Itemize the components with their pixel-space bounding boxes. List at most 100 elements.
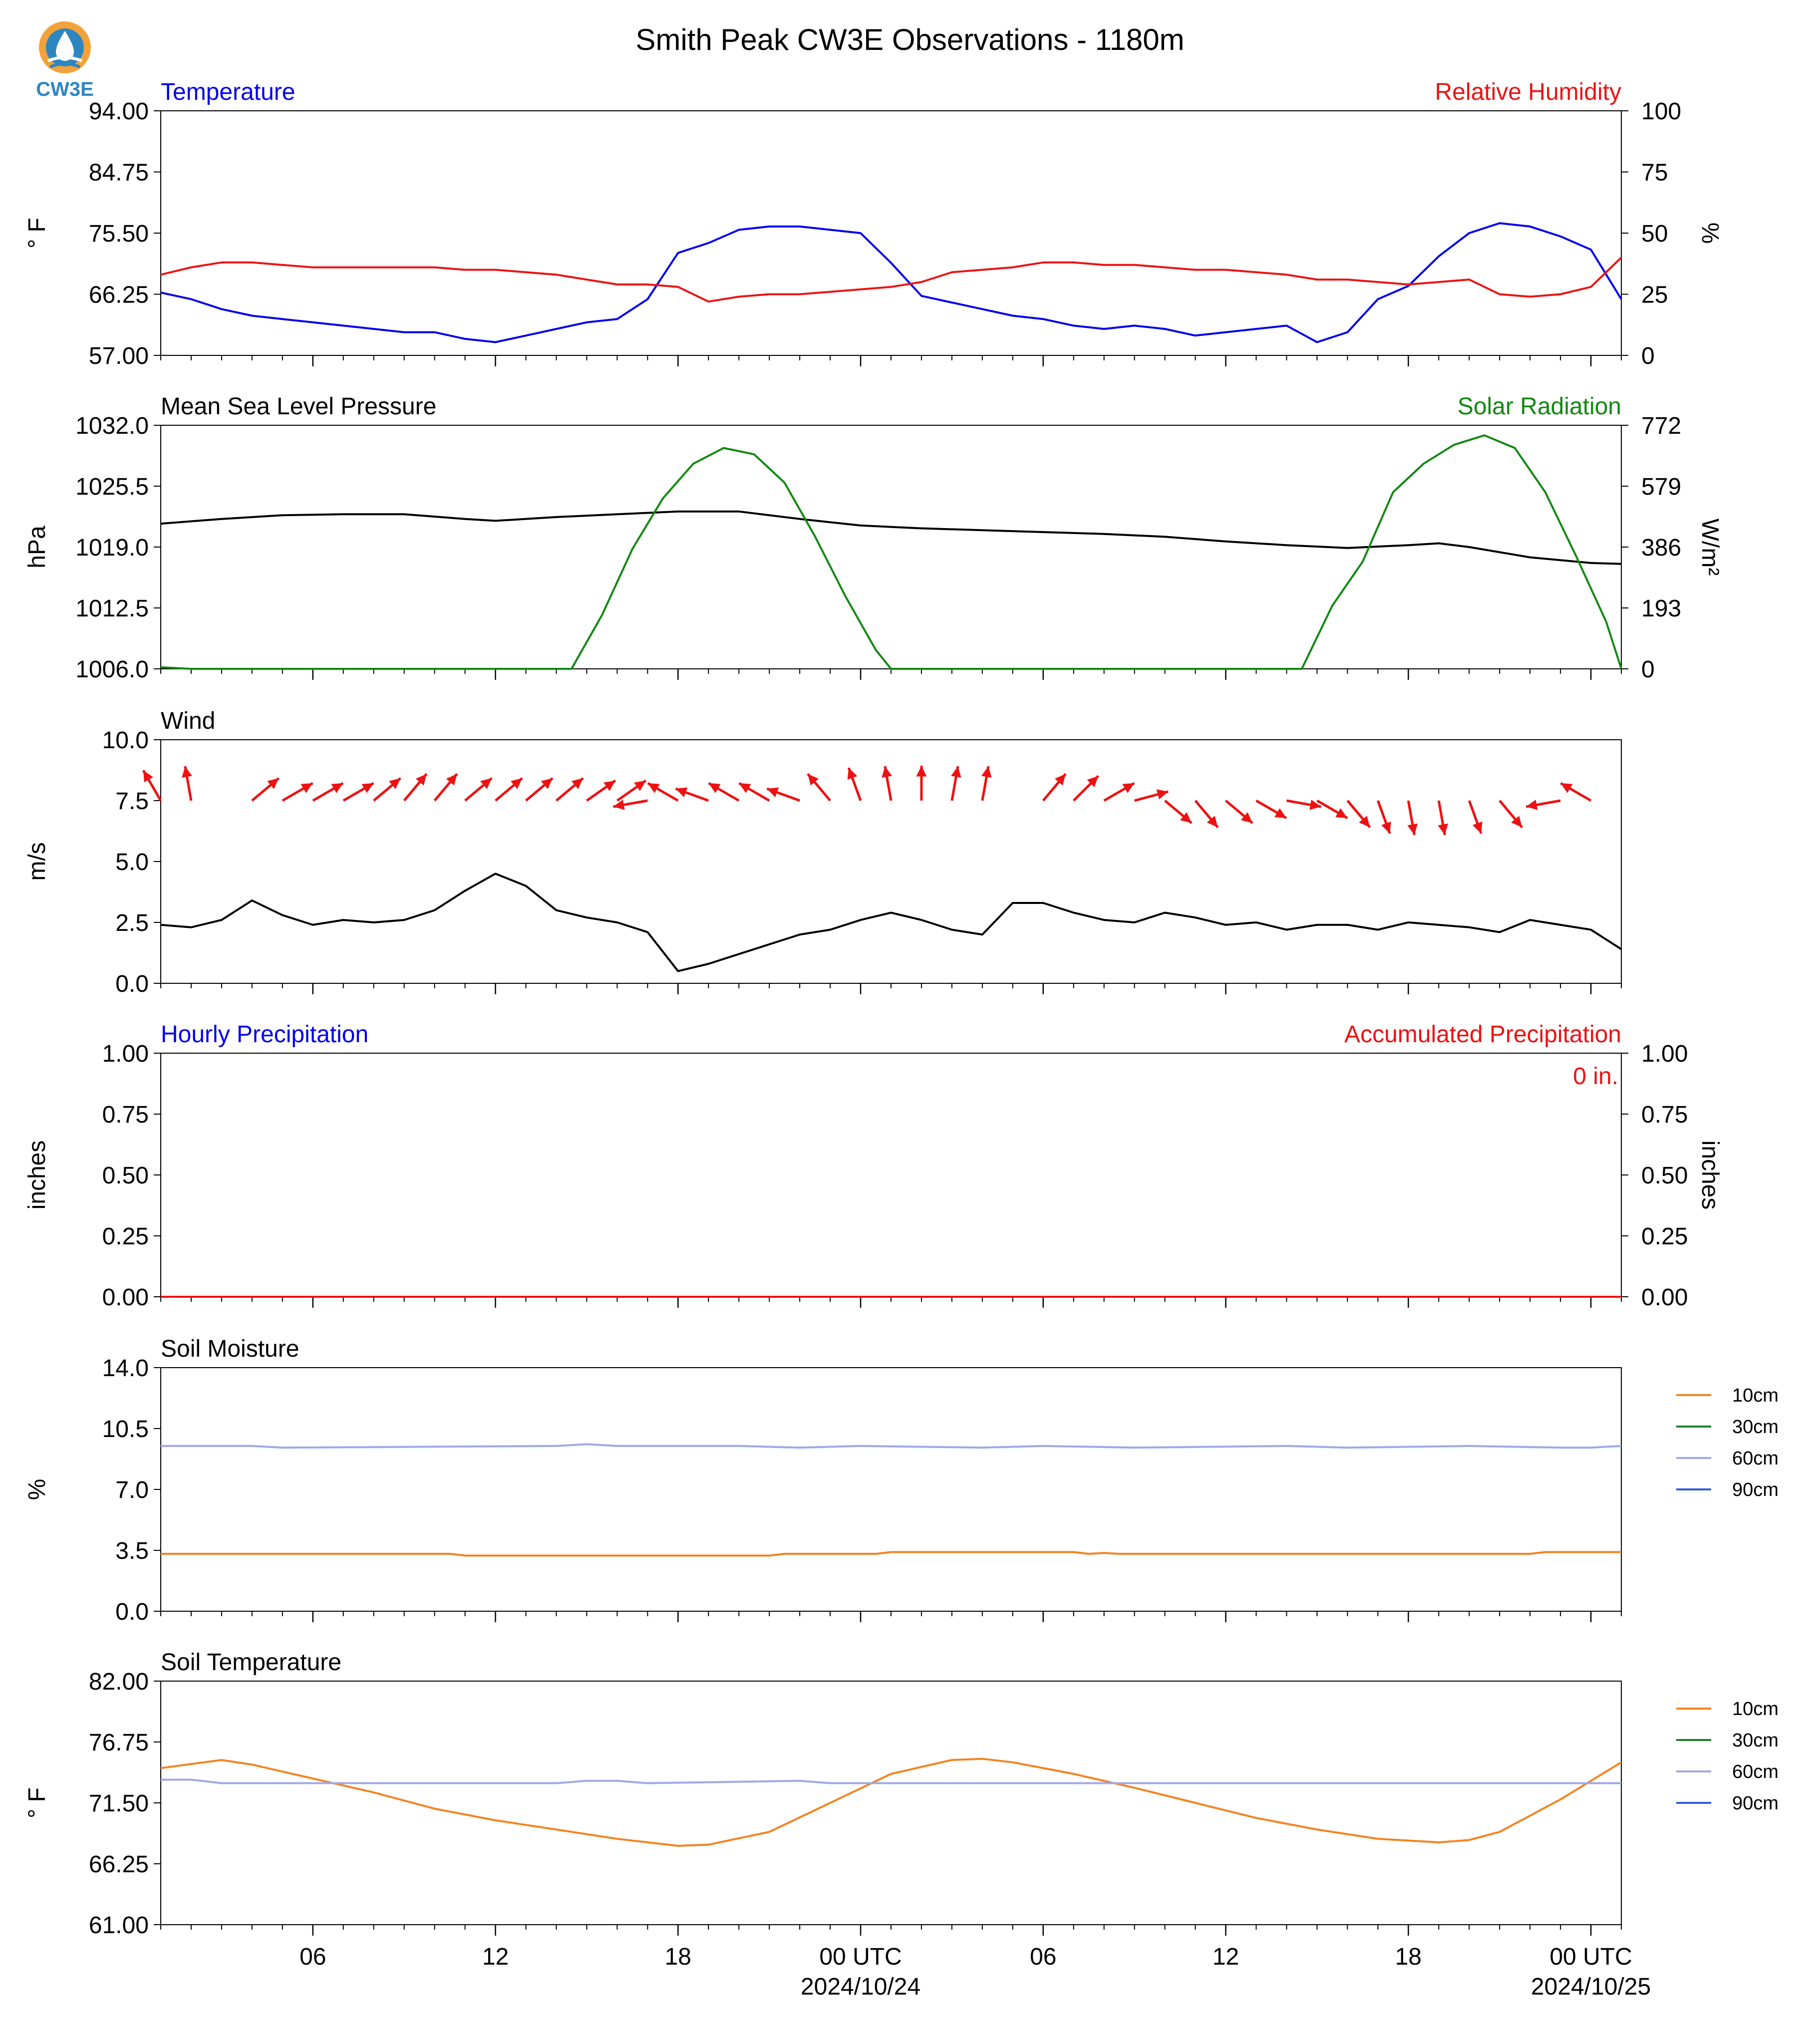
y-tick-label-right: 0.75 — [1641, 1102, 1688, 1128]
y-axis-label: % — [24, 1479, 50, 1500]
wind-arrow-head — [1335, 808, 1348, 818]
wind-arrow-head — [634, 780, 646, 791]
y-tick-label-right: 1.00 — [1641, 1041, 1688, 1067]
wind-arrow-head — [767, 787, 779, 798]
panel-title-right: Solar Radiation — [1458, 393, 1621, 420]
panel-pressure_solar: Mean Sea Level Pressure Solar Radiation 10… — [24, 393, 1723, 683]
logo-text: CW3E — [36, 78, 94, 100]
legend-label: 90cm — [1732, 1479, 1779, 1500]
y-tick-label: 10.0 — [102, 727, 149, 754]
y-tick-label: 0.0 — [115, 971, 149, 997]
y-tick-label: 0.25 — [102, 1223, 149, 1250]
y-tick-label: 1.00 — [102, 1041, 149, 1067]
wind-arrow-head — [1309, 800, 1321, 810]
wind-arrow-head — [331, 783, 343, 793]
wind-arrow-head — [882, 766, 892, 778]
y-tick-label: 1032.0 — [75, 413, 149, 439]
y-tick-label-right: 0.25 — [1641, 1223, 1688, 1250]
wind-arrow-head — [847, 768, 858, 780]
wind-arrow-head — [1156, 789, 1169, 800]
y-tick-label: 0.0 — [115, 1599, 149, 1625]
y-tick-label: 0.75 — [102, 1102, 149, 1128]
x-axis-labels: 06 12 18 00 UTC 06 12 18 00 UTC 2024/10/24 2024/1… — [300, 1944, 1651, 2000]
panel-title-right: Accumulated Precipitation — [1344, 1021, 1621, 1048]
y-tick-label-right: 0 — [1641, 343, 1655, 369]
panel-title: Soil Temperature — [161, 1649, 341, 1676]
wind-arrow-head — [613, 800, 625, 810]
wind-arrow-head — [571, 778, 584, 789]
wind-arrow-head — [1381, 821, 1391, 834]
series-line-10cm — [160, 1757, 1622, 1847]
legend-label: 10cm — [1732, 1385, 1779, 1406]
panel-soil_temperature: Soil Temperature 61.00 66.25 71.50 76.75 82.0… — [24, 1649, 1779, 1939]
wind-arrow-head — [1407, 823, 1418, 835]
x-tick-label: 06 — [300, 1944, 326, 1970]
series-line-solar-radiation — [160, 434, 1622, 670]
wind-arrow-head — [647, 783, 660, 793]
y-tick-label: 5.0 — [115, 849, 149, 875]
x-tick-label: 12 — [482, 1944, 509, 1970]
x-tick-label: 00 UTC — [819, 1944, 902, 1970]
series-line-wind — [160, 872, 1622, 972]
y-tick-label: 61.00 — [89, 1912, 149, 1939]
wind-arrow-head — [1472, 821, 1483, 834]
cw3e-logo-icon — [39, 21, 91, 73]
y-tick-label: 84.75 — [89, 160, 149, 186]
x-date-label: 2024/10/25 — [1531, 1974, 1651, 2000]
x-tick-label: 18 — [665, 1944, 691, 1970]
wind-arrow-head — [415, 774, 427, 786]
wind-arrow-head — [1438, 823, 1448, 835]
wind-arrow-head — [1359, 816, 1370, 828]
y-tick-label: 94.00 — [89, 98, 149, 125]
series-line-mean-sea-level-pressure — [160, 510, 1622, 565]
wind-arrow-head — [1526, 800, 1538, 810]
panel-wind: Wind 0.0 2.5 5.0 7.5 10.0 m/s — [24, 708, 1622, 997]
wind-arrow-head — [1274, 808, 1287, 818]
wind-arrow-head — [1511, 816, 1522, 828]
panel-title: Temperature — [161, 79, 295, 105]
panel-title: Soil Moisture — [161, 1336, 299, 1362]
y-tick-label-right: 25 — [1641, 282, 1668, 308]
panel-title-right: Relative Humidity — [1435, 79, 1621, 105]
y-tick-label: 0.50 — [102, 1162, 149, 1189]
wind-arrow-head — [1560, 783, 1573, 793]
y-axis-label: hPa — [24, 526, 50, 569]
legend-label: 90cm — [1732, 1793, 1779, 1814]
x-date-label: 2024/10/24 — [801, 1974, 920, 2000]
wind-arrow-head — [1240, 812, 1253, 823]
legend-label: 10cm — [1732, 1699, 1779, 1720]
wind-arrow-head — [267, 778, 279, 789]
y-tick-label: 7.0 — [115, 1477, 149, 1503]
y-tick-label: 7.5 — [115, 788, 149, 815]
y-tick-label-right: 579 — [1641, 474, 1681, 500]
y-tick-label-right: 0.00 — [1641, 1284, 1688, 1311]
wind-arrow-head — [808, 774, 819, 786]
wind-arrow-head — [541, 778, 553, 789]
legend-label: 60cm — [1732, 1761, 1779, 1782]
wind-arrow-head — [1180, 812, 1192, 823]
cw3e-logo: CW3E — [36, 21, 94, 100]
y-tick-label-right: 193 — [1641, 595, 1681, 622]
y-tick-label: 57.00 — [89, 343, 149, 369]
y-tick-label: 10.5 — [102, 1416, 149, 1443]
y-tick-label-right: 100 — [1641, 98, 1681, 125]
wind-arrow-head — [1122, 783, 1135, 793]
y-tick-label: 3.5 — [115, 1538, 149, 1564]
wind-arrow-head — [361, 783, 374, 793]
wind-arrow-head — [182, 766, 192, 778]
panel-title: Wind — [161, 708, 215, 734]
legend-label: 30cm — [1732, 1417, 1779, 1438]
series-line-60cm — [161, 1443, 1622, 1449]
wind-arrow-head — [708, 783, 721, 793]
x-tick-label: 12 — [1213, 1944, 1239, 1970]
y-axis-label: ° F — [24, 1787, 50, 1818]
y-tick-label: 2.5 — [115, 910, 149, 936]
wind-arrow-head — [446, 774, 457, 786]
y-tick-label-right: 0 — [1641, 656, 1655, 683]
y-tick-label: 1025.5 — [75, 474, 149, 500]
y-tick-label: 71.50 — [89, 1790, 149, 1817]
panel-title: Hourly Precipitation — [161, 1021, 368, 1048]
wind-arrow-head — [916, 766, 927, 777]
wind-arrow-head — [739, 783, 751, 793]
